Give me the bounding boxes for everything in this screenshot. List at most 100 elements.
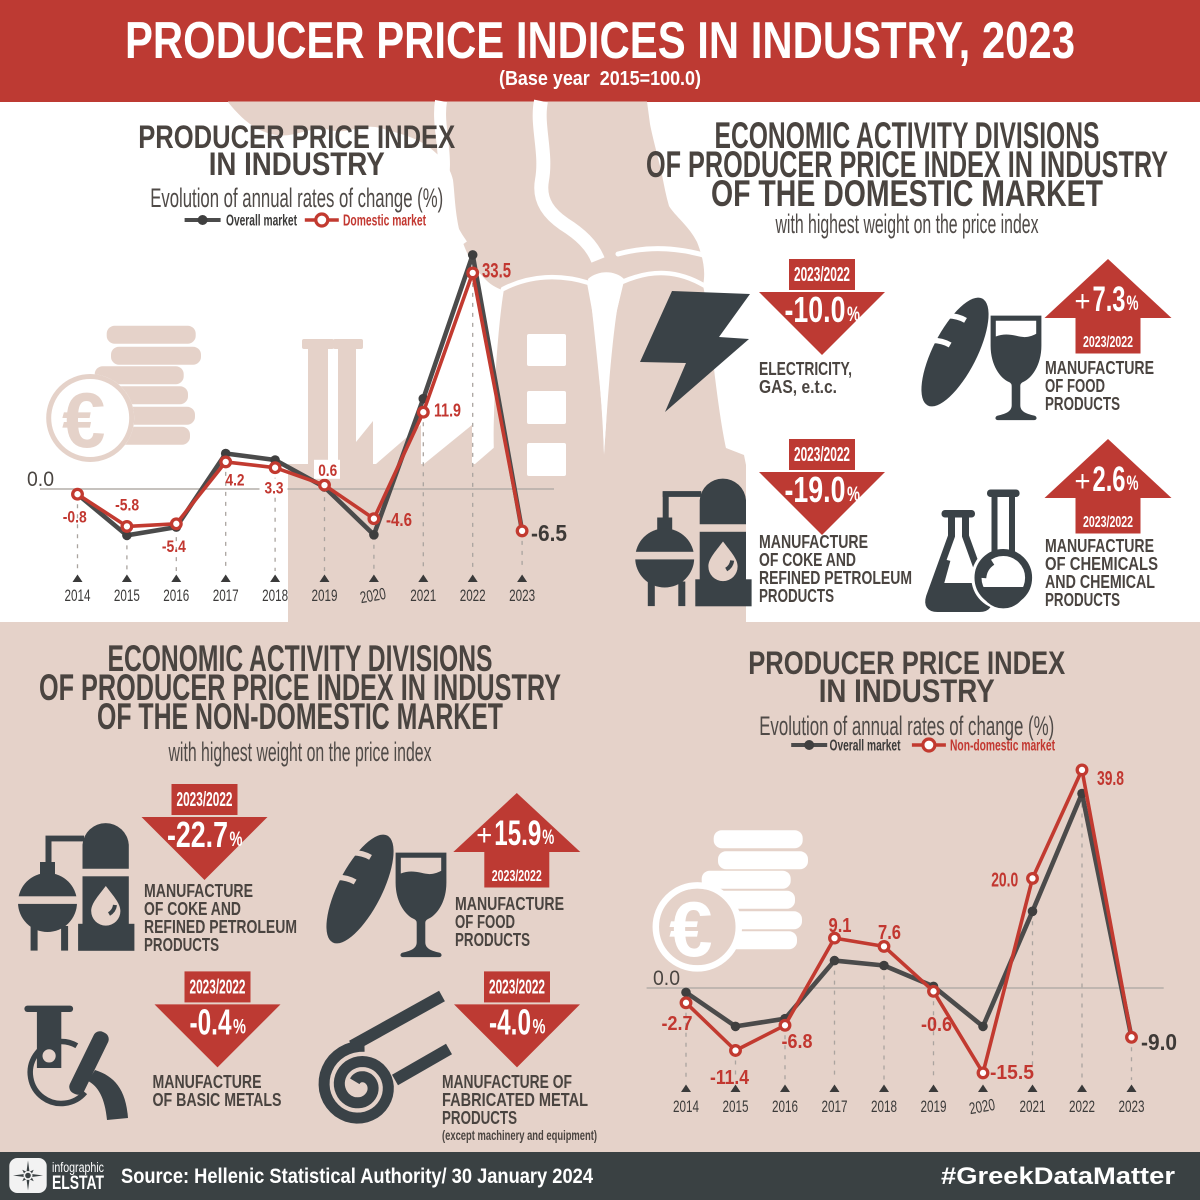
- svg-text:%: %: [1127, 292, 1139, 315]
- svg-text:PRODUCTS: PRODUCTS: [442, 1107, 517, 1128]
- svg-text:-9.0: -9.0: [1141, 1029, 1177, 1055]
- svg-text:OF THE DOMESTIC MARKET: OF THE DOMESTIC MARKET: [711, 173, 1103, 214]
- svg-text:9.1: 9.1: [829, 914, 852, 937]
- svg-text:Source: Hellenic Statistical A: Source: Hellenic Statistical Authority/ …: [121, 1165, 593, 1188]
- svg-text:PRODUCER PRICE INDEX: PRODUCER PRICE INDEX: [748, 645, 1066, 681]
- svg-text:OF CHEMICALS: OF CHEMICALS: [1045, 553, 1158, 574]
- svg-text:2017: 2017: [822, 1098, 848, 1116]
- svg-text:-22.7: -22.7: [167, 814, 228, 855]
- svg-text:Non-domestic market: Non-domestic market: [950, 738, 1055, 755]
- svg-text:-15.5: -15.5: [990, 1061, 1034, 1084]
- svg-text:-2.7: -2.7: [662, 1012, 693, 1035]
- svg-text:-4.6: -4.6: [386, 509, 412, 530]
- svg-text:OF COKE AND: OF COKE AND: [144, 898, 241, 919]
- svg-text:PRODUCER PRICE INDICES IN INDU: PRODUCER PRICE INDICES IN INDUSTRY, 2023: [125, 12, 1075, 70]
- svg-text:2023/2022: 2023/2022: [492, 868, 542, 885]
- svg-text:%: %: [1127, 472, 1139, 495]
- svg-text:PRODUCTS: PRODUCTS: [759, 585, 834, 606]
- svg-text:MANUFACTURE: MANUFACTURE: [1045, 535, 1154, 556]
- svg-text:%: %: [847, 483, 860, 506]
- svg-text:2020: 2020: [359, 585, 388, 607]
- svg-text:2016: 2016: [163, 587, 189, 605]
- svg-text:-11.4: -11.4: [710, 1066, 749, 1089]
- svg-text:39.8: 39.8: [1097, 767, 1124, 790]
- svg-text:2023/2022: 2023/2022: [1083, 334, 1133, 351]
- svg-text:33.5: 33.5: [482, 259, 511, 283]
- svg-text:ECONOMIC ACTIVITY DIVISIONS: ECONOMIC ACTIVITY DIVISIONS: [108, 638, 493, 679]
- svg-text:Overall market: Overall market: [226, 213, 297, 230]
- svg-text:REFINED PETROLEUM: REFINED PETROLEUM: [759, 567, 912, 588]
- svg-text:2014: 2014: [673, 1098, 699, 1116]
- svg-text:2018: 2018: [871, 1098, 897, 1116]
- svg-text:ELECTRICITY,: ELECTRICITY,: [759, 358, 852, 379]
- svg-text:%: %: [230, 828, 243, 851]
- svg-text:ECONOMIC ACTIVITY DIVISIONS: ECONOMIC ACTIVITY DIVISIONS: [715, 115, 1100, 156]
- svg-text:MANUFACTURE: MANUFACTURE: [1045, 357, 1154, 378]
- svg-text:€: €: [62, 376, 105, 464]
- svg-text:OF PRODUCER PRICE INDEX IN IND: OF PRODUCER PRICE INDEX IN INDUSTRY: [646, 144, 1168, 185]
- svg-text:-4.0: -4.0: [489, 1001, 531, 1042]
- svg-text:with highest weight on the pri: with highest weight on the price index: [168, 737, 432, 767]
- svg-text:IN INDUSTRY: IN INDUSTRY: [209, 146, 385, 182]
- svg-text:Domestic market: Domestic market: [343, 213, 426, 230]
- svg-text:MANUFACTURE OF: MANUFACTURE OF: [442, 1071, 572, 1092]
- svg-text:FABRICATED METAL: FABRICATED METAL: [442, 1089, 588, 1110]
- svg-text:%: %: [542, 826, 554, 849]
- svg-text:2023: 2023: [509, 587, 535, 605]
- svg-text:GAS, e.t.c.: GAS, e.t.c.: [759, 376, 837, 397]
- svg-text:Evolution of annual rates of c: Evolution of annual rates of change (%): [150, 183, 443, 213]
- svg-text:3.3: 3.3: [265, 479, 284, 498]
- svg-text:2023/2022: 2023/2022: [794, 443, 850, 466]
- svg-text:#GreekDataMatter: #GreekDataMatter: [941, 1163, 1175, 1190]
- svg-text:-0.6: -0.6: [921, 1013, 952, 1036]
- svg-text:OF FOOD: OF FOOD: [1045, 375, 1105, 396]
- svg-text:MANUFACTURE: MANUFACTURE: [144, 880, 253, 901]
- svg-text:-0.8: -0.8: [63, 508, 87, 527]
- svg-text:2020: 2020: [968, 1096, 997, 1118]
- svg-text:2018: 2018: [262, 587, 288, 605]
- svg-text:+: +: [1075, 285, 1091, 318]
- svg-text:with highest weight on the pri: with highest weight on the price index: [775, 209, 1039, 239]
- svg-text:2023/2022: 2023/2022: [190, 975, 246, 998]
- svg-text:Overall market: Overall market: [830, 738, 901, 755]
- svg-text:-0.4: -0.4: [190, 1001, 232, 1042]
- svg-text:-6.8: -6.8: [782, 1030, 813, 1053]
- svg-text:ELSTAT: ELSTAT: [52, 1173, 104, 1194]
- svg-text:MANUFACTURE: MANUFACTURE: [153, 1071, 262, 1092]
- svg-text:(Base year 2015=100.0): (Base year 2015=100.0): [499, 68, 701, 90]
- svg-text:PRODUCTS: PRODUCTS: [455, 929, 530, 950]
- svg-text:OF PRODUCER PRICE INDEX IN IND: OF PRODUCER PRICE INDEX IN INDUSTRY: [39, 667, 561, 708]
- svg-text:OF FOOD: OF FOOD: [455, 911, 515, 932]
- svg-text:2023: 2023: [1119, 1098, 1145, 1116]
- svg-text:2023/2022: 2023/2022: [794, 263, 850, 286]
- svg-text:2015: 2015: [723, 1098, 749, 1116]
- svg-text:(except machinery and equipmen: (except machinery and equipment): [442, 1128, 597, 1143]
- svg-text:OF THE NON-DOMESTIC MARKET: OF THE NON-DOMESTIC MARKET: [97, 696, 503, 737]
- svg-text:2022: 2022: [460, 587, 486, 605]
- svg-text:2022: 2022: [1069, 1098, 1095, 1116]
- svg-text:PRODUCER PRICE INDEX: PRODUCER PRICE INDEX: [138, 119, 456, 155]
- svg-text:2015: 2015: [114, 587, 140, 605]
- svg-text:OF COKE AND: OF COKE AND: [759, 549, 856, 570]
- svg-text:+: +: [1075, 465, 1091, 498]
- svg-text:0.6: 0.6: [318, 461, 337, 480]
- svg-text:7.3: 7.3: [1093, 280, 1126, 319]
- svg-text:2019: 2019: [921, 1098, 947, 1116]
- svg-text:20.0: 20.0: [991, 868, 1018, 891]
- svg-text:OF BASIC METALS: OF BASIC METALS: [153, 1089, 282, 1110]
- svg-text:2014: 2014: [65, 587, 91, 605]
- svg-text:2016: 2016: [772, 1098, 798, 1116]
- svg-text:-19.0: -19.0: [785, 469, 846, 510]
- svg-text:-10.0: -10.0: [785, 289, 846, 330]
- svg-text:0.0: 0.0: [27, 468, 54, 491]
- svg-text:2021: 2021: [410, 587, 436, 605]
- svg-text:2023/2022: 2023/2022: [1083, 514, 1133, 531]
- svg-text:2017: 2017: [213, 587, 239, 605]
- svg-text:IN INDUSTRY: IN INDUSTRY: [819, 673, 995, 709]
- svg-text:11.9: 11.9: [434, 400, 461, 421]
- svg-text:15.9: 15.9: [494, 814, 541, 853]
- svg-text:MANUFACTURE: MANUFACTURE: [759, 531, 868, 552]
- svg-text:4.2: 4.2: [226, 471, 245, 490]
- svg-text:0.0: 0.0: [653, 967, 680, 990]
- svg-text:7.6: 7.6: [878, 921, 901, 944]
